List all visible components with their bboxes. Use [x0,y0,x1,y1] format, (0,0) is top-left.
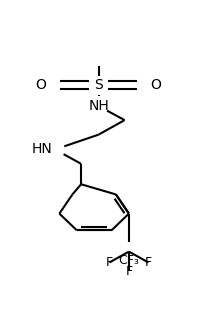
Text: F: F [125,265,133,278]
Text: O: O [151,78,162,92]
Text: F: F [106,256,113,269]
Text: O: O [35,78,46,92]
Text: F: F [145,256,152,269]
Text: HN: HN [32,142,53,156]
Text: NH: NH [88,99,109,113]
Text: S: S [94,78,103,92]
Text: CF₃: CF₃ [118,254,139,267]
